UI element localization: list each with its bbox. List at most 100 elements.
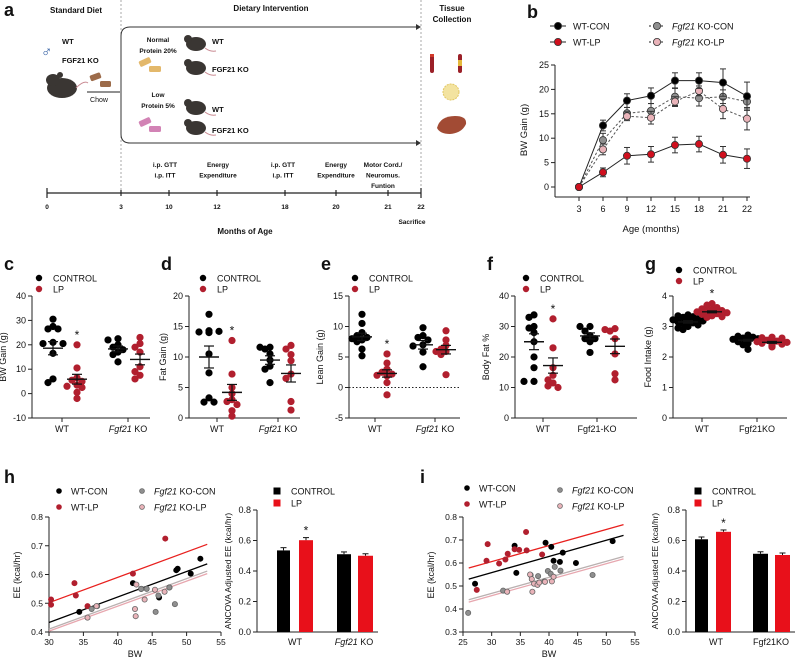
timeline-tick-label: 18 xyxy=(281,204,289,211)
group-wt-np: WT xyxy=(212,37,224,46)
b-legend-marker xyxy=(554,21,563,30)
timeline-event-label: Motor Cord./ xyxy=(364,162,403,169)
i-scatter-y-tick-label: 0.4 xyxy=(445,604,457,614)
i-scatter-data-point xyxy=(523,547,530,554)
adipose-tissue-icon xyxy=(442,83,460,101)
timeline-event-label: Neuromus. xyxy=(366,173,400,180)
g-data-point xyxy=(739,341,747,349)
timeline-tick-label: 22 xyxy=(417,204,425,211)
i-bar-x-tick-label: WT xyxy=(709,637,723,647)
g-x-tick-label: WT xyxy=(695,424,709,434)
d-data-point xyxy=(205,328,213,337)
e-y-tick-label: 5 xyxy=(338,352,343,362)
h-scatter-y-tick-label: 0.8 xyxy=(31,512,43,522)
h-bar-bar xyxy=(337,554,351,632)
i-bar-x-tick-label: Fgf21KO xyxy=(753,637,789,647)
i-scatter-y-tick-label: 0.8 xyxy=(445,512,457,522)
i-scatter-legend-marker xyxy=(464,485,470,491)
timeline-event-label: i.p. GTT xyxy=(271,162,295,169)
f-data-point xyxy=(525,324,533,332)
i-scatter-x-axis-title: BW xyxy=(542,649,557,659)
i-scatter-data-point xyxy=(589,571,596,578)
b-data-point xyxy=(743,114,752,123)
h-scatter-data-point xyxy=(88,606,95,613)
e-lp-group xyxy=(373,350,397,399)
i-scatter-regression-line xyxy=(468,534,624,580)
h-scatter-x-tick-label: 55 xyxy=(216,637,226,647)
b-data-point xyxy=(599,121,608,130)
h-scatter-data-point xyxy=(151,586,158,593)
timeline-tick-label: 0 xyxy=(45,204,49,211)
f-data-point xyxy=(520,377,528,385)
b-x-tick-label: 18 xyxy=(694,204,704,214)
f-x-tick-label: WT xyxy=(536,424,550,434)
h-scatter-regression-line xyxy=(48,563,208,624)
i-scatter-data-point xyxy=(548,543,555,550)
mouse-icon xyxy=(184,59,217,76)
b-x-tick-label: 12 xyxy=(646,204,656,214)
mouse-tail xyxy=(204,131,217,136)
c-lp-group xyxy=(63,341,87,403)
h-scatter-y-tick-label: 0.4 xyxy=(31,627,43,637)
h-scatter-data-point xyxy=(174,565,181,572)
h-bar-y-tick-label: 0.4 xyxy=(238,566,251,576)
d-data-point xyxy=(256,343,264,351)
panel-letter-f: f xyxy=(487,254,494,274)
b-series-line xyxy=(578,90,748,188)
h-scatter-data-point xyxy=(161,588,168,595)
h-bar-bar xyxy=(277,550,290,632)
h-scatter-data-point xyxy=(129,570,136,577)
h-scatter-data-point xyxy=(48,601,55,608)
h-scatter-data-point xyxy=(197,555,204,562)
i-bar-y-axis-title: ANCOVA Adjusted EE (kcal/hr) xyxy=(650,513,660,630)
mouse-icon xyxy=(184,119,217,136)
h-bar-legend-marker xyxy=(273,499,281,507)
e-data-point xyxy=(414,333,422,342)
f-control-group xyxy=(520,311,544,385)
d-data-point xyxy=(200,398,208,406)
c-data-point xyxy=(54,325,62,333)
f-data-point xyxy=(611,376,619,384)
i-scatter-data-point xyxy=(535,573,542,580)
c-data-point xyxy=(44,325,52,333)
h-bar-y-tick-label: 0.8 xyxy=(238,505,251,515)
h-scatter-series-wt-lp xyxy=(48,535,169,610)
h-bar-legend-marker xyxy=(273,487,281,495)
panel-a-study-design: a Standard Diet Dietary Intervention Tis… xyxy=(4,0,471,236)
liver-icon xyxy=(437,116,467,134)
mouse-icon xyxy=(46,72,89,98)
mouse-icon xyxy=(184,35,217,52)
b-data-point xyxy=(623,96,632,105)
d-data-point xyxy=(228,412,236,420)
f-y-axis-title: Body Fat % xyxy=(481,334,491,381)
c-data-point xyxy=(73,394,81,403)
e-data-point xyxy=(383,359,391,367)
b-legend-label: Fgf21 KO-CON xyxy=(672,22,734,32)
low-protein-label-2: Protein 5% xyxy=(141,103,175,110)
f-x-tick-label: Fgf21-KO xyxy=(577,424,616,434)
normal-protein-label-1: Normal xyxy=(147,37,170,44)
low-protein-label-1: Low xyxy=(152,92,166,99)
b-x-tick-label: 3 xyxy=(576,204,581,214)
i-scatter-legend-label: Fgf21 KO-LP xyxy=(572,502,625,512)
g-data-point xyxy=(679,325,687,334)
c-data-point xyxy=(136,339,144,348)
male-symbol-icon: ♂ xyxy=(41,44,52,61)
b-data-point xyxy=(599,145,608,154)
h-bar-bar xyxy=(358,555,373,632)
i-scatter-data-point xyxy=(504,588,511,595)
d-legend-label: CONTROL xyxy=(217,274,261,284)
e-legend-marker xyxy=(351,274,359,282)
e-data-point xyxy=(419,363,427,371)
panel-letter-a: a xyxy=(4,0,15,20)
group-ko-np: FGF21 KO xyxy=(212,65,249,74)
g-x-tick-label: Fgf21KO xyxy=(739,424,775,434)
timeline-events: i.p. GTT i.p. ITT Energy Expenditure i.p. GT… xyxy=(153,162,403,190)
i-scatter-legend-marker xyxy=(557,503,563,509)
c-data-point xyxy=(59,339,67,348)
h-scatter-regression-line xyxy=(48,573,208,632)
h-bar-x-tick-label: WT xyxy=(288,637,302,647)
i-scatter-y-tick-label: 0.5 xyxy=(445,581,457,591)
i-scatter-data-point xyxy=(559,549,566,556)
tissue-collection-heading-1: Tissue xyxy=(439,4,465,13)
